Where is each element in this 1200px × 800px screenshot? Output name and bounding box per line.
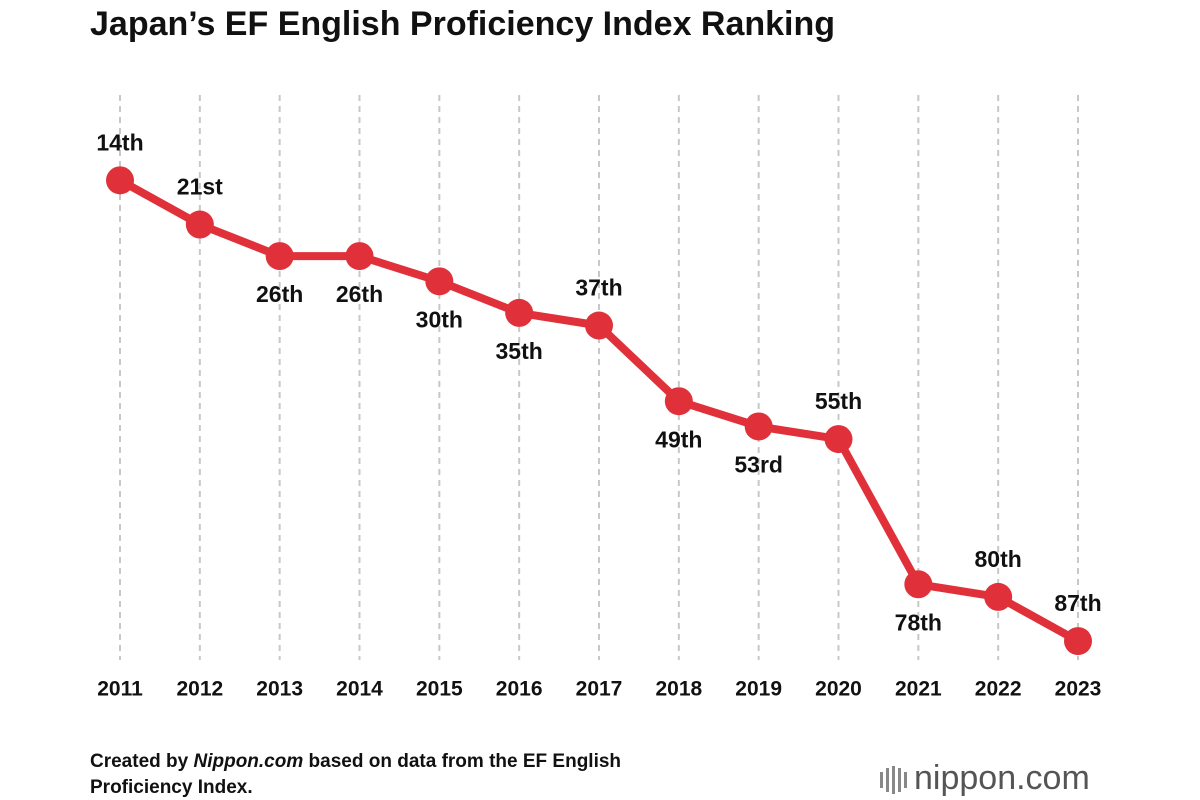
x-tick-label: 2019 bbox=[735, 678, 782, 701]
data-label: 30th bbox=[416, 306, 463, 332]
data-label: 21st bbox=[177, 174, 223, 200]
x-tick-label: 2022 bbox=[975, 678, 1022, 701]
logo-name: nippon bbox=[914, 759, 1016, 797]
x-tick-label: 2012 bbox=[176, 678, 223, 701]
source-note: Created by Nippon.com based on data from… bbox=[90, 751, 621, 772]
data-label: 35th bbox=[496, 338, 543, 364]
data-label: 26th bbox=[256, 281, 303, 307]
x-tick-label: 2023 bbox=[1055, 678, 1102, 701]
logo: nippon.com bbox=[914, 759, 1090, 797]
point bbox=[106, 166, 134, 195]
data-label: 55th bbox=[815, 388, 862, 414]
data-label: 26th bbox=[336, 281, 383, 307]
source-prefix: Created by bbox=[90, 751, 189, 772]
x-tick-label: 2017 bbox=[576, 678, 623, 701]
x-tick-label: 2015 bbox=[416, 678, 463, 701]
point bbox=[425, 267, 454, 296]
point bbox=[345, 242, 374, 271]
data-label: 49th bbox=[655, 426, 702, 452]
logo-icon bbox=[880, 766, 907, 794]
source-note-line2: Proficiency Index. bbox=[90, 777, 253, 798]
point bbox=[185, 210, 214, 239]
point bbox=[585, 311, 613, 340]
data-label: 80th bbox=[975, 546, 1022, 572]
chart-title: Japan’s EF English Proficiency Index Ran… bbox=[90, 5, 835, 43]
point bbox=[265, 242, 294, 271]
data-label: 53rd bbox=[734, 452, 783, 478]
x-tick-label: 2014 bbox=[336, 678, 383, 701]
point bbox=[984, 582, 1013, 611]
data-label: 87th bbox=[1054, 590, 1101, 616]
x-tick-label: 2018 bbox=[655, 678, 702, 701]
source-rest: based on data from the EF English bbox=[309, 751, 621, 772]
x-tick-label: 2011 bbox=[97, 678, 143, 701]
point bbox=[664, 387, 693, 416]
point bbox=[904, 570, 933, 599]
x-tick-label: 2016 bbox=[496, 678, 543, 701]
data-label: 37th bbox=[575, 275, 622, 301]
point bbox=[1064, 627, 1092, 656]
point bbox=[824, 425, 853, 454]
x-tick-label: 2021 bbox=[895, 678, 942, 701]
source-site: Nippon.com bbox=[193, 751, 303, 772]
point bbox=[505, 298, 534, 327]
point bbox=[744, 412, 773, 441]
x-tick-label: 2013 bbox=[256, 678, 303, 701]
data-label: 78th bbox=[895, 609, 942, 635]
logo-suffix: .com bbox=[1016, 759, 1090, 797]
x-tick-label: 2020 bbox=[815, 678, 862, 701]
data-label: 14th bbox=[96, 129, 143, 155]
